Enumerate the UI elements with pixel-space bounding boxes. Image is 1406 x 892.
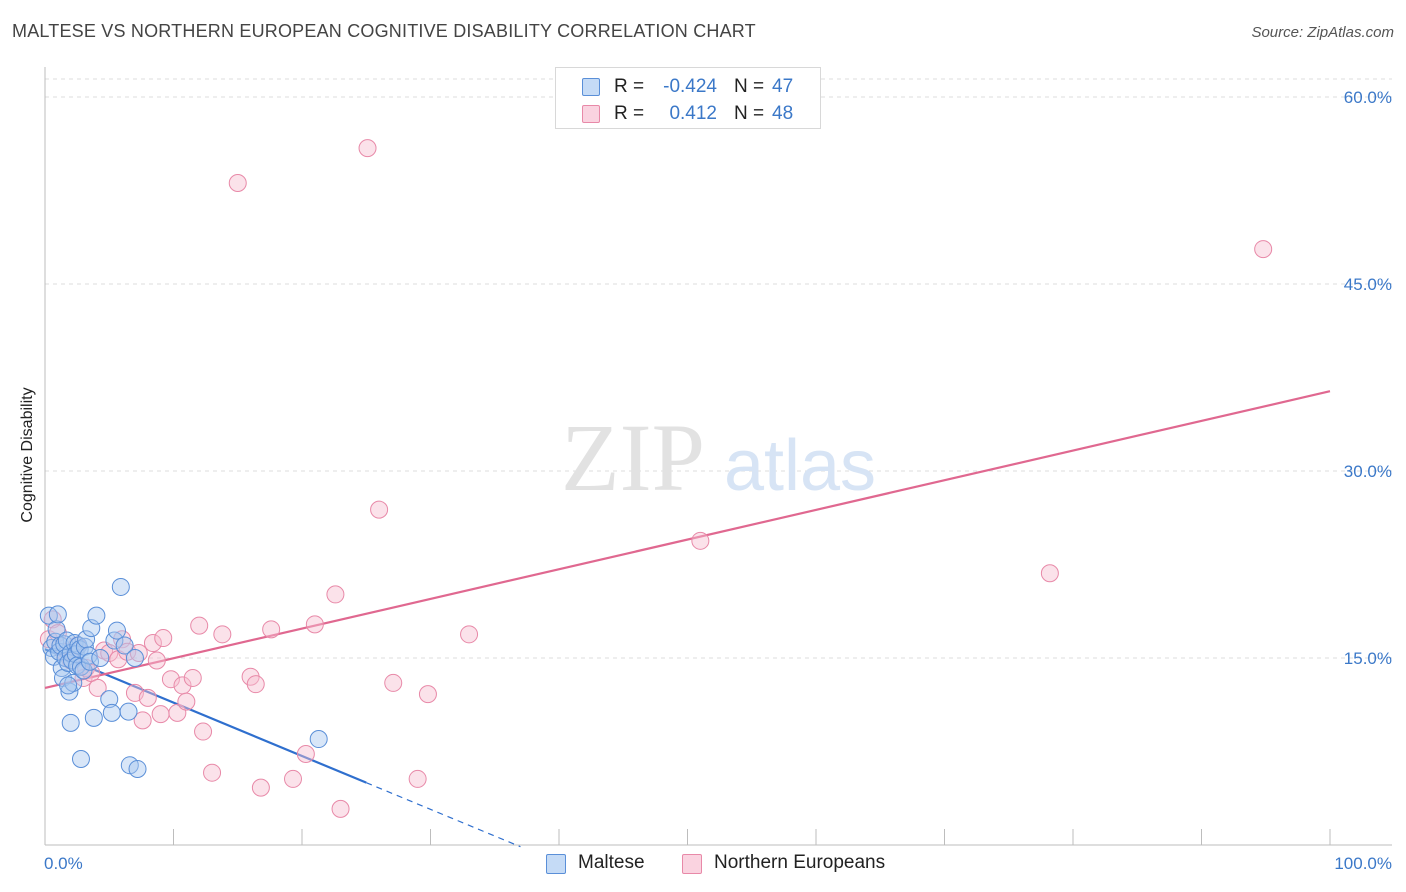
legend-swatch-blue: [582, 78, 600, 96]
legend-r-label: R =: [614, 76, 645, 97]
trend-lines: [44, 390, 1331, 848]
x-tick-label-max: 100.0%: [1334, 854, 1392, 873]
legend-n-label: N =: [734, 76, 765, 97]
legend-label-maltese: Maltese: [578, 852, 645, 873]
maltese-point: [102, 703, 121, 722]
maltese-point: [100, 690, 119, 709]
maltese-point: [107, 621, 126, 640]
maltese-point: [111, 577, 130, 596]
legend-swatch-pink: [582, 105, 600, 123]
northern-european-point: [358, 139, 377, 158]
northern-european-point: [133, 711, 152, 730]
x-tick-label-min: 0.0%: [44, 854, 83, 873]
maltese-point: [71, 749, 90, 768]
legend-r-label: R =: [614, 103, 645, 124]
y-tick-label: 15.0%: [1344, 649, 1392, 668]
y-tick-label: 30.0%: [1344, 462, 1392, 481]
y-tick-label: 60.0%: [1344, 88, 1392, 107]
maltese-point: [64, 673, 83, 692]
legend-n-value: 47: [772, 76, 794, 97]
legend-swatch-pink: [682, 854, 702, 874]
northern-european-point: [418, 685, 437, 704]
northern-european-point: [177, 692, 196, 711]
maltese-point: [59, 676, 78, 695]
legend-label-northern-europeans: Northern Europeans: [714, 852, 886, 873]
maltese-point: [128, 759, 147, 778]
northern-european-point: [147, 651, 166, 670]
northern-european-point: [408, 769, 427, 788]
northern-european-point: [326, 585, 345, 604]
maltese-point: [60, 682, 79, 701]
northern-european-point: [284, 769, 303, 788]
northern-european-point: [194, 722, 213, 741]
northern-european-point: [143, 634, 162, 653]
maltese-point: [84, 708, 103, 727]
northern-european-point: [246, 675, 265, 694]
maltese-point: [70, 640, 89, 659]
northern-european-point: [151, 705, 170, 724]
northern-european-point: [384, 673, 403, 692]
maltese-point: [87, 606, 106, 625]
northern-european-point: [296, 744, 315, 763]
maltese-trend-extension: [366, 782, 521, 848]
legend-n-label: N =: [734, 103, 765, 124]
northern-european-point: [203, 763, 222, 782]
maltese-point: [125, 649, 144, 667]
watermark-atlas: atlas: [724, 426, 876, 506]
northern-european-point: [213, 625, 232, 644]
maltese-point: [115, 636, 134, 655]
legend-row-northern-europeans: R = 0.412 N = 48: [556, 100, 820, 128]
northern-european-point: [251, 778, 270, 797]
maltese-point: [80, 652, 99, 671]
chart-title: MALTESE VS NORTHERN EUROPEAN COGNITIVE D…: [12, 21, 756, 41]
maltese-point: [119, 702, 138, 721]
northern-european-point: [138, 688, 157, 707]
northern-european-point: [183, 668, 202, 687]
northern-european-point: [691, 531, 710, 550]
northern-european-point: [262, 620, 281, 639]
northern-european-point: [161, 670, 180, 689]
y-tick-label: 45.0%: [1344, 275, 1392, 294]
watermark: ZIP atlas: [561, 404, 876, 511]
northern-european-point: [190, 616, 209, 635]
northern-european-point: [331, 799, 350, 818]
legend-r-value: 0.412: [669, 103, 717, 124]
northern-european-point: [88, 678, 107, 697]
maltese-point: [309, 730, 328, 749]
northern-europeans-trend-line: [44, 390, 1331, 689]
legend-swatch-blue: [546, 854, 566, 874]
axes: [44, 67, 1392, 846]
tick-labels: 15.0% 30.0% 45.0% 60.0% 0.0% 100.0%: [44, 88, 1392, 873]
legend-r-value: -0.424: [663, 76, 717, 97]
northern-european-point: [1040, 564, 1059, 583]
legend-row-maltese: R = -0.424 N = 47: [556, 73, 820, 101]
northern-european-point: [460, 625, 479, 644]
maltese-point: [91, 649, 110, 667]
maltese-trend-line: [44, 648, 367, 784]
northern-european-point: [305, 615, 324, 634]
northern-european-point: [228, 174, 247, 193]
maltese-point: [39, 606, 58, 625]
source-label: Source: ZipAtlas.com: [1251, 24, 1394, 41]
series-maltese: [39, 577, 328, 778]
gridlines: [45, 78, 1392, 659]
northern-european-point: [154, 629, 173, 648]
legend-n-value: 48: [772, 103, 794, 124]
watermark-zip: ZIP: [561, 404, 705, 511]
maltese-point: [79, 646, 98, 665]
northern-european-point: [370, 500, 389, 519]
maltese-point: [61, 713, 80, 732]
northern-european-point: [1254, 240, 1273, 259]
correlation-legend: R = -0.424 N = 47 R = 0.412 N = 48: [555, 67, 821, 129]
maltese-point: [48, 605, 67, 624]
